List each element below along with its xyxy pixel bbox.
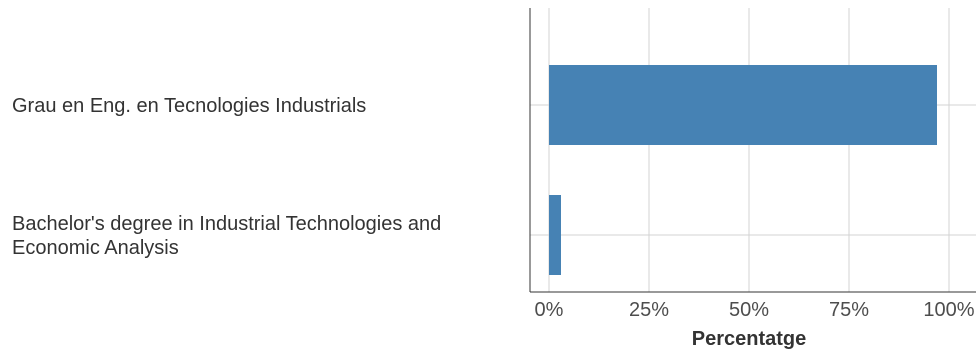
x-tick-label: 25% <box>629 299 669 321</box>
x-axis-title: Percentatge <box>692 328 807 350</box>
x-tick-label: 100% <box>923 299 974 321</box>
x-tick-label: 75% <box>829 299 869 321</box>
axes <box>529 8 976 293</box>
labels: Grau en Eng. en Tecnologies Industrials B… <box>12 95 975 321</box>
grid <box>530 8 976 292</box>
category-label-line: Economic Analysis <box>12 237 179 259</box>
x-tick-label: 50% <box>729 299 769 321</box>
category-label-line: Bachelor's degree in Industrial Technolo… <box>12 213 441 235</box>
bars <box>549 65 937 275</box>
bar <box>549 65 937 145</box>
category-label: Grau en Eng. en Tecnologies Industrials <box>12 95 366 117</box>
category-label-line: Grau en Eng. en Tecnologies Industrials <box>12 95 366 117</box>
x-tick-label: 0% <box>535 299 564 321</box>
category-label: Bachelor's degree in Industrial Technolo… <box>12 213 441 259</box>
bar <box>549 195 561 275</box>
